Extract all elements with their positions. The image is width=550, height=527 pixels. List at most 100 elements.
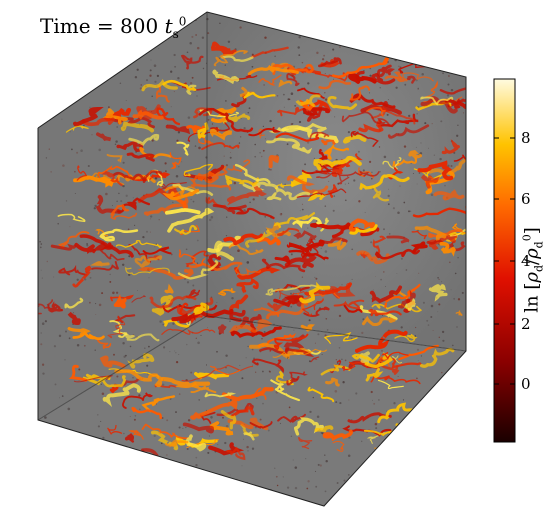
- dust-speckle: [408, 210, 410, 213]
- dust-speckle: [425, 465, 428, 468]
- dust-filament: [248, 126, 282, 137]
- dust-filament: [365, 367, 384, 382]
- dust-speckle: [324, 454, 326, 456]
- dust-filament: [116, 173, 156, 183]
- dust-speckle: [427, 426, 430, 429]
- dust-speckle: [245, 357, 247, 359]
- dust-speckle: [140, 84, 142, 86]
- dust-speckle: [451, 344, 454, 347]
- dust-speckle: [314, 342, 316, 344]
- dust-speckle: [118, 192, 120, 195]
- dust-speckle: [187, 419, 191, 422]
- dust-filament: [102, 375, 127, 388]
- dust-speckle: [401, 37, 403, 39]
- dust-speckle: [411, 56, 413, 58]
- dust-filament: [131, 295, 146, 303]
- dust-speckle: [321, 58, 325, 61]
- dust-speckle: [282, 476, 284, 478]
- dust-speckle: [259, 418, 262, 421]
- dust-speckle: [161, 459, 164, 462]
- dust-speckle: [80, 149, 83, 152]
- dust-speckle: [241, 465, 243, 467]
- time-prefix: Time: [40, 14, 91, 38]
- dust-speckle: [297, 46, 300, 49]
- dust-speckle: [138, 394, 141, 397]
- dust-speckle: [42, 372, 45, 375]
- dust-filament: [441, 139, 460, 155]
- dust-filament: [392, 157, 418, 167]
- dust-speckle: [418, 454, 421, 457]
- dust-speckle: [328, 180, 330, 182]
- dust-speckle: [65, 200, 68, 202]
- dust-speckle: [122, 161, 125, 164]
- dust-speckle: [113, 353, 115, 356]
- dust-speckle: [332, 209, 335, 212]
- dust-speckle: [388, 53, 391, 56]
- dust-speckle: [93, 207, 96, 210]
- dust-speckle: [298, 54, 301, 57]
- dust-filament: [455, 310, 463, 316]
- dust-speckle: [128, 491, 130, 493]
- dust-speckle: [120, 481, 122, 483]
- dust-speckle: [393, 402, 396, 405]
- time-unit-symbol: t: [164, 14, 173, 38]
- dust-speckle: [63, 435, 66, 438]
- dust-speckle: [81, 494, 83, 496]
- dust-filament: [299, 281, 331, 304]
- dust-speckle: [238, 142, 241, 144]
- dust-speckle: [315, 35, 319, 39]
- dust-speckle: [174, 65, 177, 68]
- dust-speckle: [446, 479, 449, 482]
- dust-speckle: [150, 215, 153, 218]
- dust-speckle: [132, 197, 134, 199]
- dust-speckle: [161, 442, 163, 445]
- dust-speckle: [119, 487, 121, 489]
- dust-filament: [410, 241, 428, 254]
- dust-filament: [273, 212, 316, 228]
- dust-speckle: [89, 106, 91, 108]
- dust-speckle: [370, 390, 373, 394]
- dust-speckle: [262, 125, 265, 128]
- dust-filament: [259, 347, 315, 358]
- dust-speckle: [139, 408, 141, 411]
- dust-filament: [79, 234, 134, 258]
- dust-filament: [197, 121, 209, 139]
- dust-speckle: [407, 464, 410, 467]
- dust-filament: [210, 41, 237, 56]
- dust-filament: [127, 352, 155, 369]
- dust-speckle: [208, 435, 210, 437]
- dust-speckle: [207, 119, 210, 121]
- dust-filament: [323, 331, 358, 344]
- dust-filament: [92, 242, 114, 251]
- dust-speckle: [280, 213, 283, 215]
- dust-speckle: [210, 216, 214, 219]
- dust-speckle: [40, 332, 42, 334]
- dust-filament: [302, 107, 331, 116]
- dust-speckle: [388, 103, 390, 105]
- dust-speckle: [357, 150, 360, 153]
- dust-filament: [223, 113, 251, 124]
- dust-filament: [178, 249, 206, 267]
- dust-filament: [372, 185, 390, 202]
- dust-filament: [163, 319, 190, 328]
- dust-speckle: [186, 281, 190, 284]
- dust-filament: [239, 314, 262, 328]
- dust-speckle: [108, 106, 110, 108]
- dust-speckle: [41, 322, 45, 325]
- dust-filament: [124, 433, 135, 443]
- dust-speckle: [48, 148, 50, 150]
- dust-speckle: [132, 377, 134, 379]
- dust-speckle: [430, 304, 434, 308]
- dust-filament: [318, 79, 352, 90]
- dust-speckle: [154, 80, 157, 83]
- dust-speckle: [332, 48, 335, 51]
- dust-filament: [347, 412, 392, 424]
- dust-speckle: [334, 390, 338, 393]
- dust-speckle: [267, 429, 270, 432]
- dust-speckle: [294, 104, 297, 107]
- dust-speckle: [166, 454, 168, 456]
- dust-speckle: [297, 15, 300, 18]
- dust-speckle: [391, 448, 395, 451]
- dust-speckle: [335, 359, 337, 361]
- dust-speckle: [170, 70, 173, 73]
